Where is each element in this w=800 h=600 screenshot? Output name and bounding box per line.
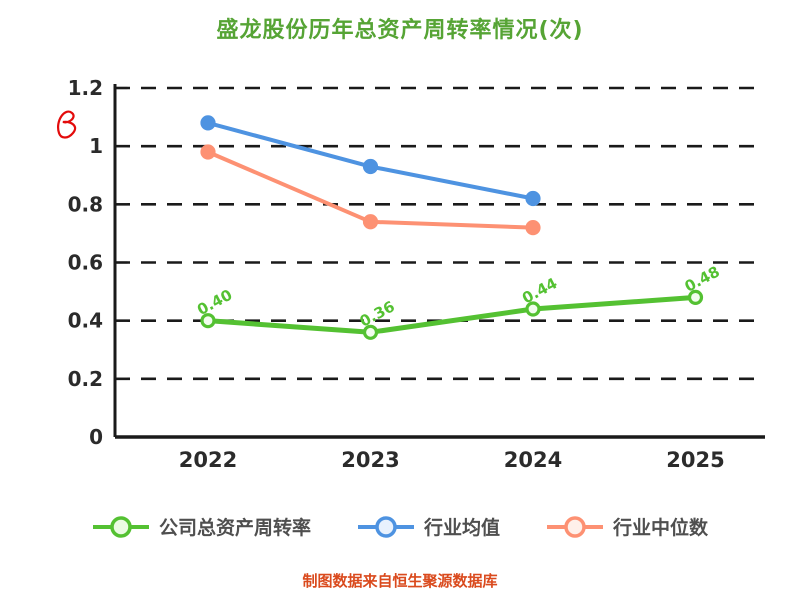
data-point — [362, 324, 379, 340]
chart-legend: 公司总资产周转率 行业均值 行业中位数 — [0, 513, 800, 540]
data-point — [200, 144, 216, 160]
x-tick-label: 2023 — [341, 448, 399, 472]
data-point — [525, 220, 541, 236]
series-line-0 — [205, 294, 698, 335]
y-tick-label: 0.8 — [68, 192, 103, 216]
legend-item-company-turnover: 公司总资产周转率 — [92, 513, 311, 540]
legend-marker-green — [92, 515, 149, 538]
legend-label-industry-median: 行业中位数 — [613, 517, 709, 539]
data-point-label: 0.40 — [194, 286, 235, 319]
data-point — [200, 313, 216, 329]
legend-item-industry-mean: 行业均值 — [357, 513, 500, 540]
legend-item-industry-median: 行业中位数 — [546, 513, 708, 540]
legend-marker-orange — [547, 515, 603, 538]
y-tick-label: 0.6 — [68, 251, 103, 275]
y-tick-label: 1 — [89, 134, 103, 158]
data-point-label: 0.44 — [519, 274, 560, 307]
data-point — [525, 190, 541, 207]
x-tick-label: 2025 — [666, 448, 724, 472]
red-scribble-annotation — [57, 110, 77, 139]
data-point — [200, 115, 216, 131]
data-point — [525, 301, 541, 317]
y-tick-label: 0 — [89, 425, 103, 449]
y-tick-label: 0.4 — [68, 309, 103, 333]
data-point-label: 0.36 — [357, 297, 398, 330]
legend-label-industry-mean: 行业均值 — [423, 517, 500, 539]
y-tick-label: 1.2 — [68, 76, 103, 100]
legend-label-company-turnover: 公司总资产周转率 — [158, 517, 311, 539]
data-source-note: 制图数据来自恒生聚源数据库 — [302, 572, 498, 590]
data-point-label: 0.48 — [682, 262, 723, 295]
data-point — [362, 214, 379, 230]
chart-title: 盛龙股份历年总资产周转率情况(次) — [216, 18, 584, 43]
data-point — [362, 158, 379, 175]
y-tick-label: 0.2 — [68, 367, 103, 391]
data-point — [687, 289, 704, 305]
x-tick-label: 2022 — [179, 448, 237, 472]
x-tick-label: 2024 — [504, 448, 562, 472]
legend-marker-blue — [357, 515, 414, 538]
